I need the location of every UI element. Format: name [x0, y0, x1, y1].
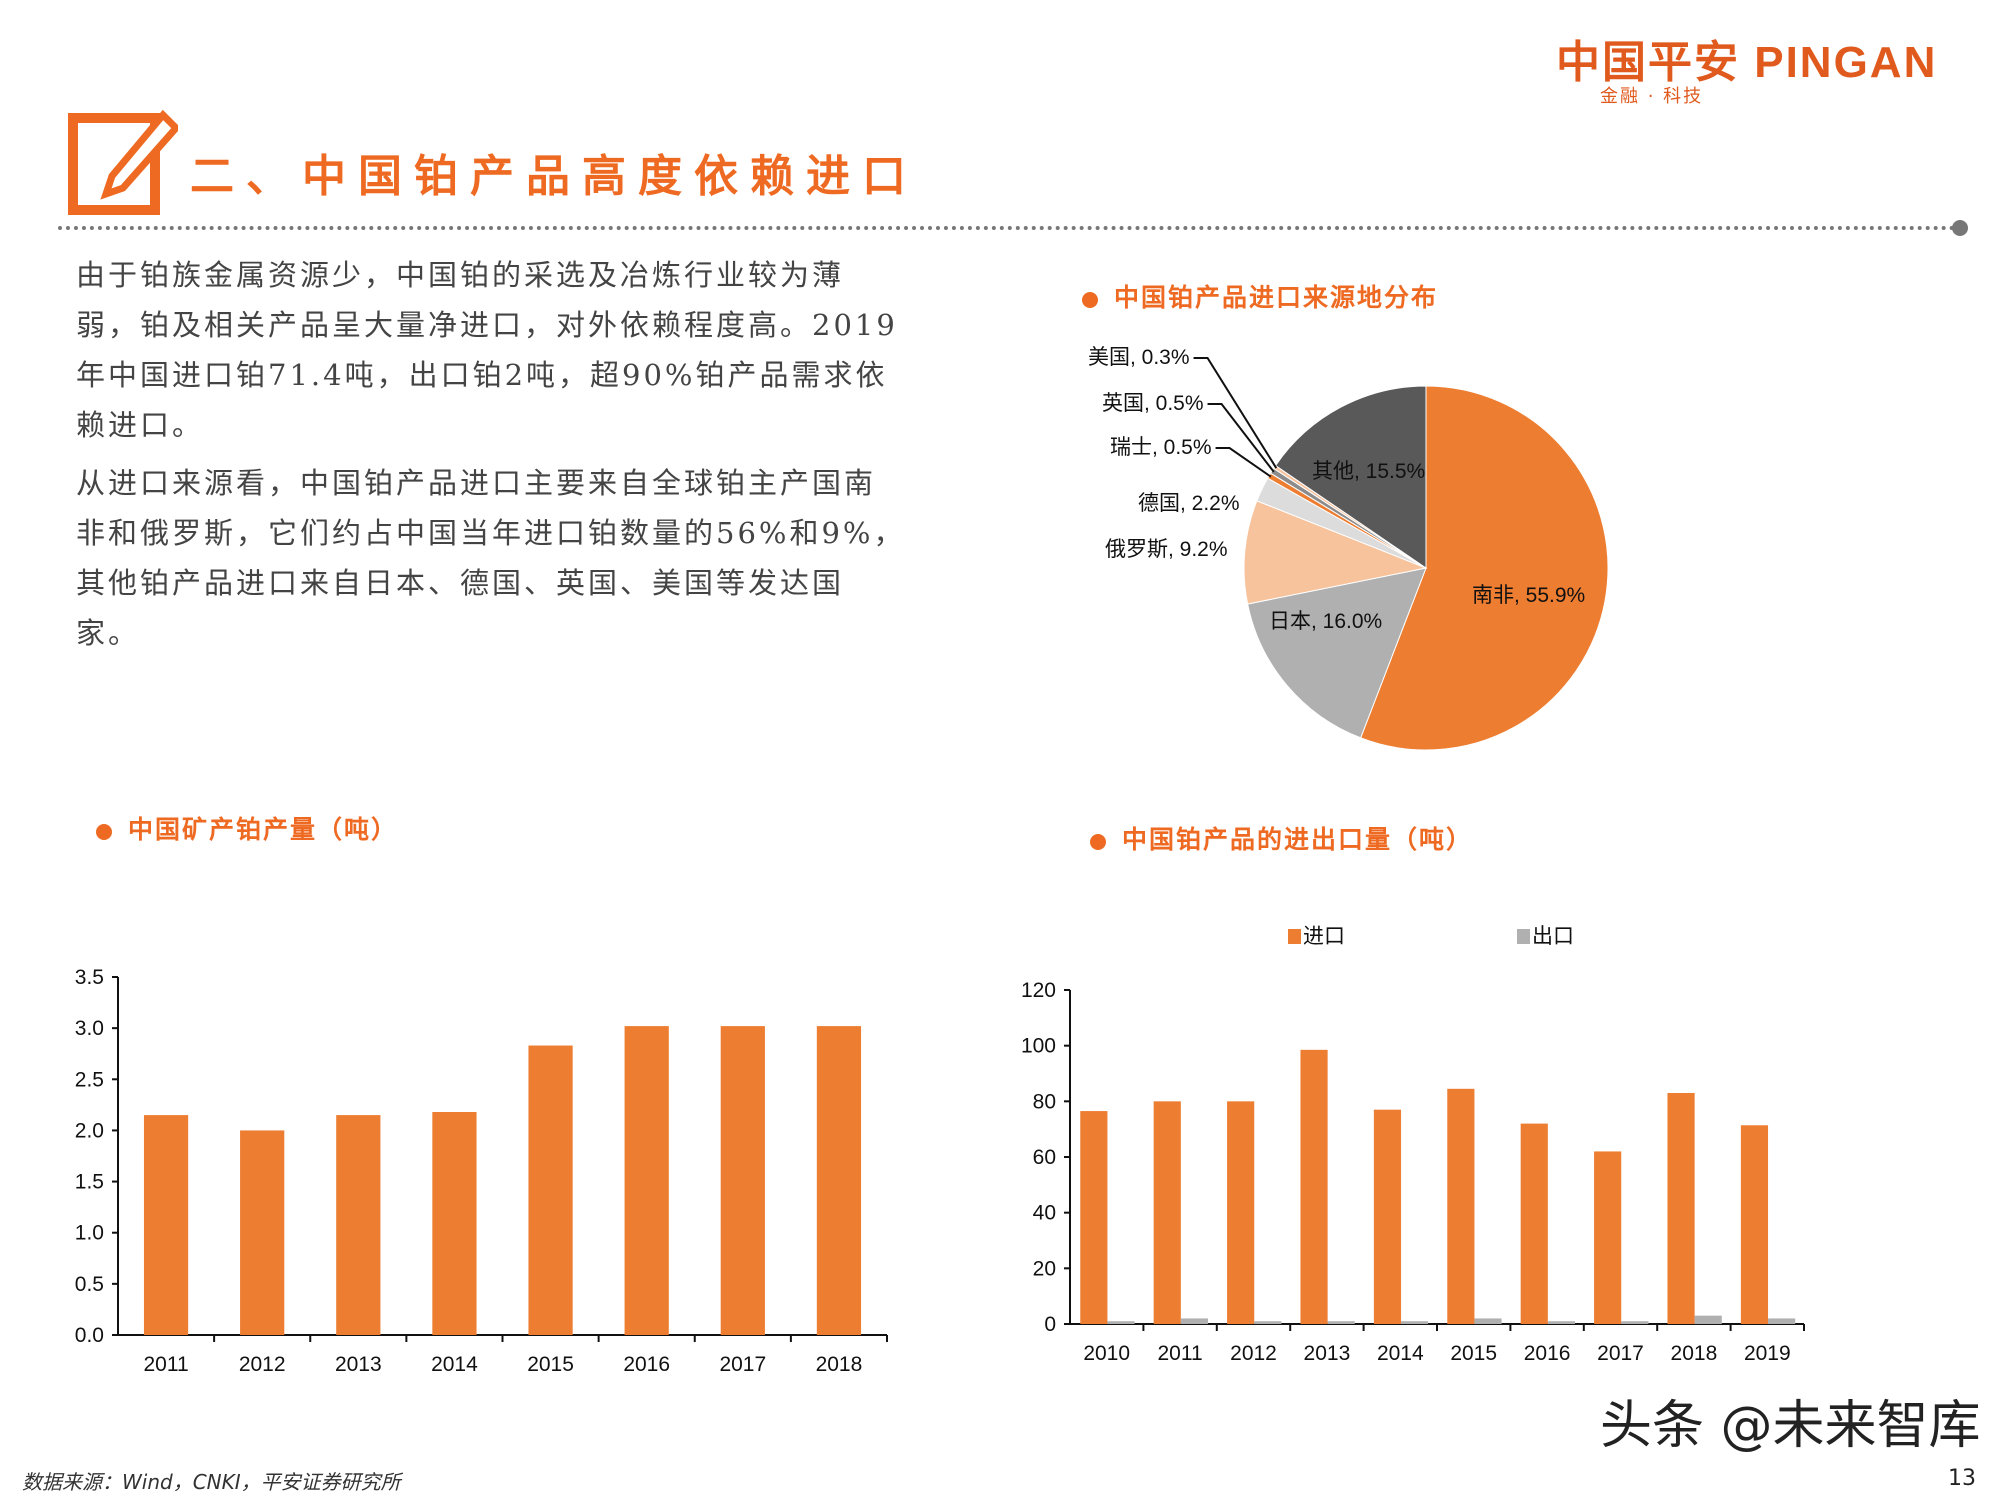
page-title: 二、中国铂产品高度依赖进口 — [190, 151, 918, 202]
bar — [1621, 1321, 1649, 1324]
x-tick-label: 2017 — [1597, 1342, 1644, 1365]
pie-chart: 南非, 55.9% 日本, 16.0% 俄罗斯, 9.2% 德国, 2.2% 瑞士, 0… — [1088, 346, 1609, 751]
x-tick-label: 2018 — [816, 1353, 863, 1376]
x-tick-label: 2012 — [239, 1353, 286, 1376]
pie-slice — [1274, 385, 1427, 569]
logo-subtitle: 金融 · 科技 — [1600, 86, 1704, 107]
bar — [1447, 1088, 1475, 1324]
bar — [1694, 1315, 1722, 1324]
bar — [1327, 1321, 1355, 1324]
y-tick-label: 100 — [1021, 1035, 1056, 1058]
x-tick-label: 2018 — [1671, 1342, 1718, 1365]
pie-label: 德国, 2.2% — [1138, 492, 1240, 515]
x-tick-label: 2011 — [1158, 1342, 1203, 1365]
bar — [1401, 1321, 1429, 1324]
pie-slice — [1243, 500, 1428, 605]
x-tick-label: 2011 — [143, 1353, 188, 1376]
body-text: 由于铂族金属资源少，中国铂的采选及冶炼行业较为薄弱，铂及相关产品呈大量净进口，对… — [76, 250, 906, 658]
bar — [1080, 1111, 1108, 1324]
x-tick-label: 2019 — [1744, 1342, 1791, 1365]
y-tick-label: 40 — [1033, 1202, 1056, 1225]
x-tick-label: 2010 — [1083, 1342, 1130, 1365]
pie-label: 瑞士, 0.5% — [1110, 436, 1212, 459]
divider-dot — [1952, 220, 1968, 236]
bar — [1227, 1101, 1255, 1324]
bar — [240, 1130, 285, 1335]
y-tick-label: 80 — [1033, 1090, 1056, 1113]
pie-label: 南非, 55.9% — [1472, 584, 1585, 607]
paragraph: 从进口来源看，中国铂产品进口主要来自全球铂主产国南非和俄罗斯，它们约占中国当年进… — [76, 466, 906, 650]
legend-swatch — [1517, 929, 1530, 944]
pie-label: 俄罗斯, 9.2% — [1105, 538, 1228, 561]
leader-line — [1215, 447, 1272, 478]
bar — [1300, 1049, 1328, 1324]
x-tick-label: 2014 — [431, 1353, 478, 1376]
y-tick-label: 0.0 — [75, 1324, 104, 1347]
y-tick-label: 2.5 — [75, 1068, 104, 1091]
bar — [1373, 1109, 1402, 1324]
y-tick-label: 3.5 — [75, 966, 104, 989]
leader-line — [1193, 357, 1278, 469]
x-tick-label: 2013 — [335, 1353, 382, 1376]
pie-slice — [1247, 567, 1427, 739]
pie-label: 美国, 0.3% — [1088, 346, 1190, 369]
legend-label: 进口 — [1303, 925, 1345, 948]
pie-label: 其他, 15.5% — [1312, 460, 1425, 483]
x-tick-label: 2016 — [1524, 1342, 1571, 1365]
logo: 中国平安 PINGAN — [1556, 38, 1938, 87]
bar — [336, 1115, 381, 1335]
trade-bar-chart: 0 20 40 60 80 100 120 2010 2011 2012 2013 2014 2015 2… — [1021, 925, 1805, 1365]
y-tick-label: 1.0 — [75, 1222, 104, 1245]
pie-label: 日本, 16.0% — [1269, 610, 1382, 633]
x-tick-label: 2012 — [1230, 1342, 1277, 1365]
page-number: 13 — [1948, 1466, 1976, 1491]
watermark: 头条 @未来智库 — [1600, 1396, 1981, 1456]
bar — [528, 1045, 573, 1335]
bar — [1667, 1092, 1695, 1324]
bar — [816, 1026, 862, 1335]
y-tick-label: 20 — [1033, 1257, 1056, 1280]
bar — [1180, 1318, 1208, 1324]
pie-slice — [1360, 385, 1609, 751]
legend-label: 出口 — [1532, 925, 1574, 948]
data-source: 数据来源：Wind，CNKI，平安证券研究所 — [22, 1470, 401, 1494]
x-tick-label: 2015 — [527, 1353, 574, 1376]
x-tick-label: 2015 — [1450, 1342, 1497, 1365]
trade-chart-title: 中国铂产品的进出口量（吨） — [1090, 820, 1473, 856]
pencil-note-icon — [68, 110, 178, 215]
bar — [432, 1112, 477, 1335]
pie-chart-title: 中国铂产品进口来源地分布 — [1082, 278, 1438, 314]
y-tick-label: 0.5 — [75, 1273, 104, 1296]
bar — [1153, 1101, 1181, 1324]
bar — [720, 1026, 765, 1335]
bar — [1547, 1321, 1575, 1324]
bar — [1520, 1123, 1548, 1324]
x-tick-label: 2017 — [719, 1353, 766, 1376]
bar-chart-title: 中国矿产铂产量（吨） — [96, 810, 398, 846]
bar — [1107, 1321, 1135, 1324]
paragraph: 由于铂族金属资源少，中国铂的采选及冶炼行业较为薄弱，铂及相关产品呈大量净进口，对… — [76, 258, 898, 442]
bar — [1254, 1321, 1282, 1324]
bar — [1474, 1318, 1502, 1324]
bar — [143, 1115, 189, 1335]
y-tick-label: 0 — [1044, 1313, 1056, 1336]
y-tick-label: 2.0 — [75, 1119, 104, 1142]
y-tick-label: 1.5 — [75, 1171, 104, 1194]
bar — [1740, 1125, 1769, 1324]
legend-swatch — [1288, 929, 1301, 944]
leader-line — [1207, 403, 1275, 473]
pie-label: 英国, 0.5% — [1102, 392, 1204, 415]
y-tick-label: 120 — [1021, 979, 1056, 1002]
y-tick-label: 3.0 — [75, 1017, 104, 1040]
x-tick-label: 2014 — [1377, 1342, 1424, 1365]
x-tick-label: 2013 — [1304, 1342, 1351, 1365]
y-tick-label: 60 — [1033, 1146, 1056, 1169]
bar — [1768, 1318, 1796, 1324]
x-tick-label: 2016 — [623, 1353, 670, 1376]
production-bar-chart: 0.0 0.5 1.0 1.5 2.0 2.5 3.0 3.5 2011 2012 2013 2014… — [75, 966, 888, 1376]
divider — [58, 226, 1956, 230]
bar — [1594, 1151, 1622, 1324]
bar — [624, 1026, 669, 1335]
